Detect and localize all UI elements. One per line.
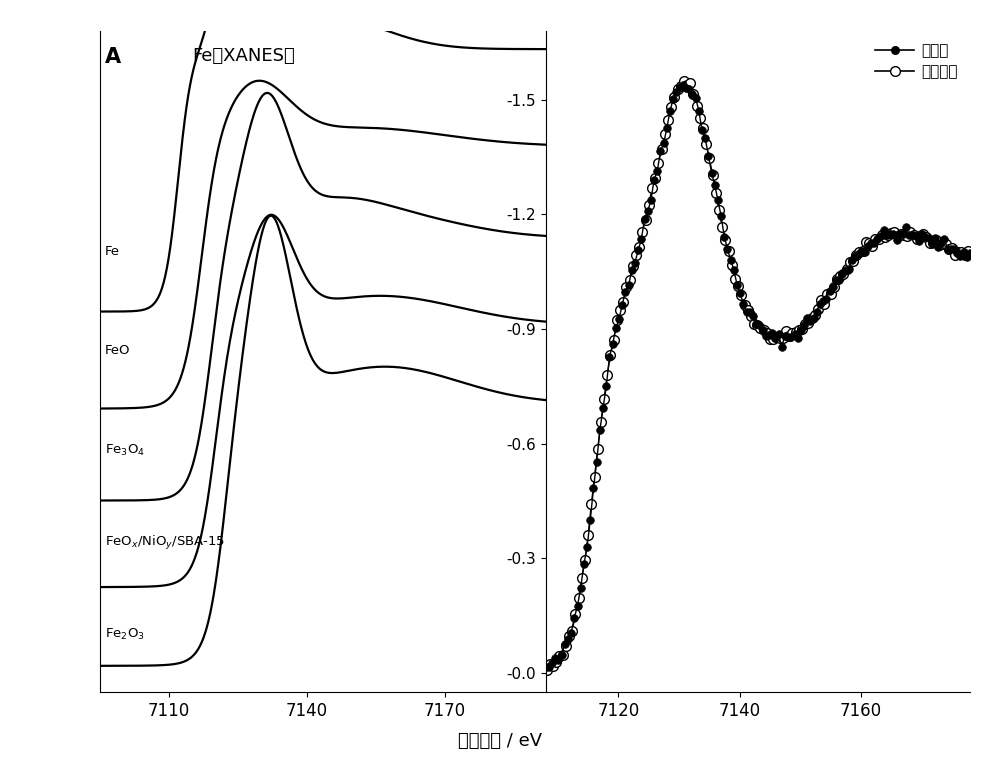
拟合曲线 bbox=[541, 665, 553, 674]
Line: 本发明: 本发明 bbox=[542, 81, 974, 671]
Text: Fe$_2$O$_3$: Fe$_2$O$_3$ bbox=[105, 627, 144, 642]
拟合曲线 bbox=[940, 240, 952, 249]
Text: 光子能量 / eV: 光子能量 / eV bbox=[458, 732, 542, 750]
本发明 bbox=[677, 80, 689, 89]
本发明 bbox=[543, 663, 555, 672]
Legend: 本发明, 拟合曲线: 本发明, 拟合曲线 bbox=[871, 38, 962, 84]
拟合曲线 bbox=[962, 246, 974, 255]
Text: FeO: FeO bbox=[105, 345, 130, 358]
Text: Fe的XANES谱: Fe的XANES谱 bbox=[192, 46, 295, 65]
本发明 bbox=[709, 181, 721, 190]
拟合曲线 bbox=[834, 271, 846, 281]
本发明 bbox=[648, 175, 660, 185]
本发明 bbox=[635, 235, 647, 244]
Text: FeO$_x$/NiO$_y$/SBA-15: FeO$_x$/NiO$_y$/SBA-15 bbox=[105, 534, 225, 551]
拟合曲线 bbox=[821, 290, 833, 299]
Text: A: A bbox=[105, 46, 121, 66]
拟合曲线 bbox=[949, 251, 961, 260]
本发明 bbox=[565, 628, 577, 638]
本发明 bbox=[945, 245, 957, 254]
本发明 bbox=[964, 248, 976, 258]
拟合曲线 bbox=[678, 76, 690, 85]
拟合曲线 bbox=[809, 310, 821, 319]
本发明 bbox=[942, 245, 954, 255]
本发明 bbox=[540, 662, 552, 671]
Line: 拟合曲线: 拟合曲线 bbox=[542, 76, 973, 674]
拟合曲线 bbox=[569, 610, 581, 619]
Text: Fe$_3$O$_4$: Fe$_3$O$_4$ bbox=[105, 443, 145, 458]
Text: Fe: Fe bbox=[105, 245, 120, 258]
